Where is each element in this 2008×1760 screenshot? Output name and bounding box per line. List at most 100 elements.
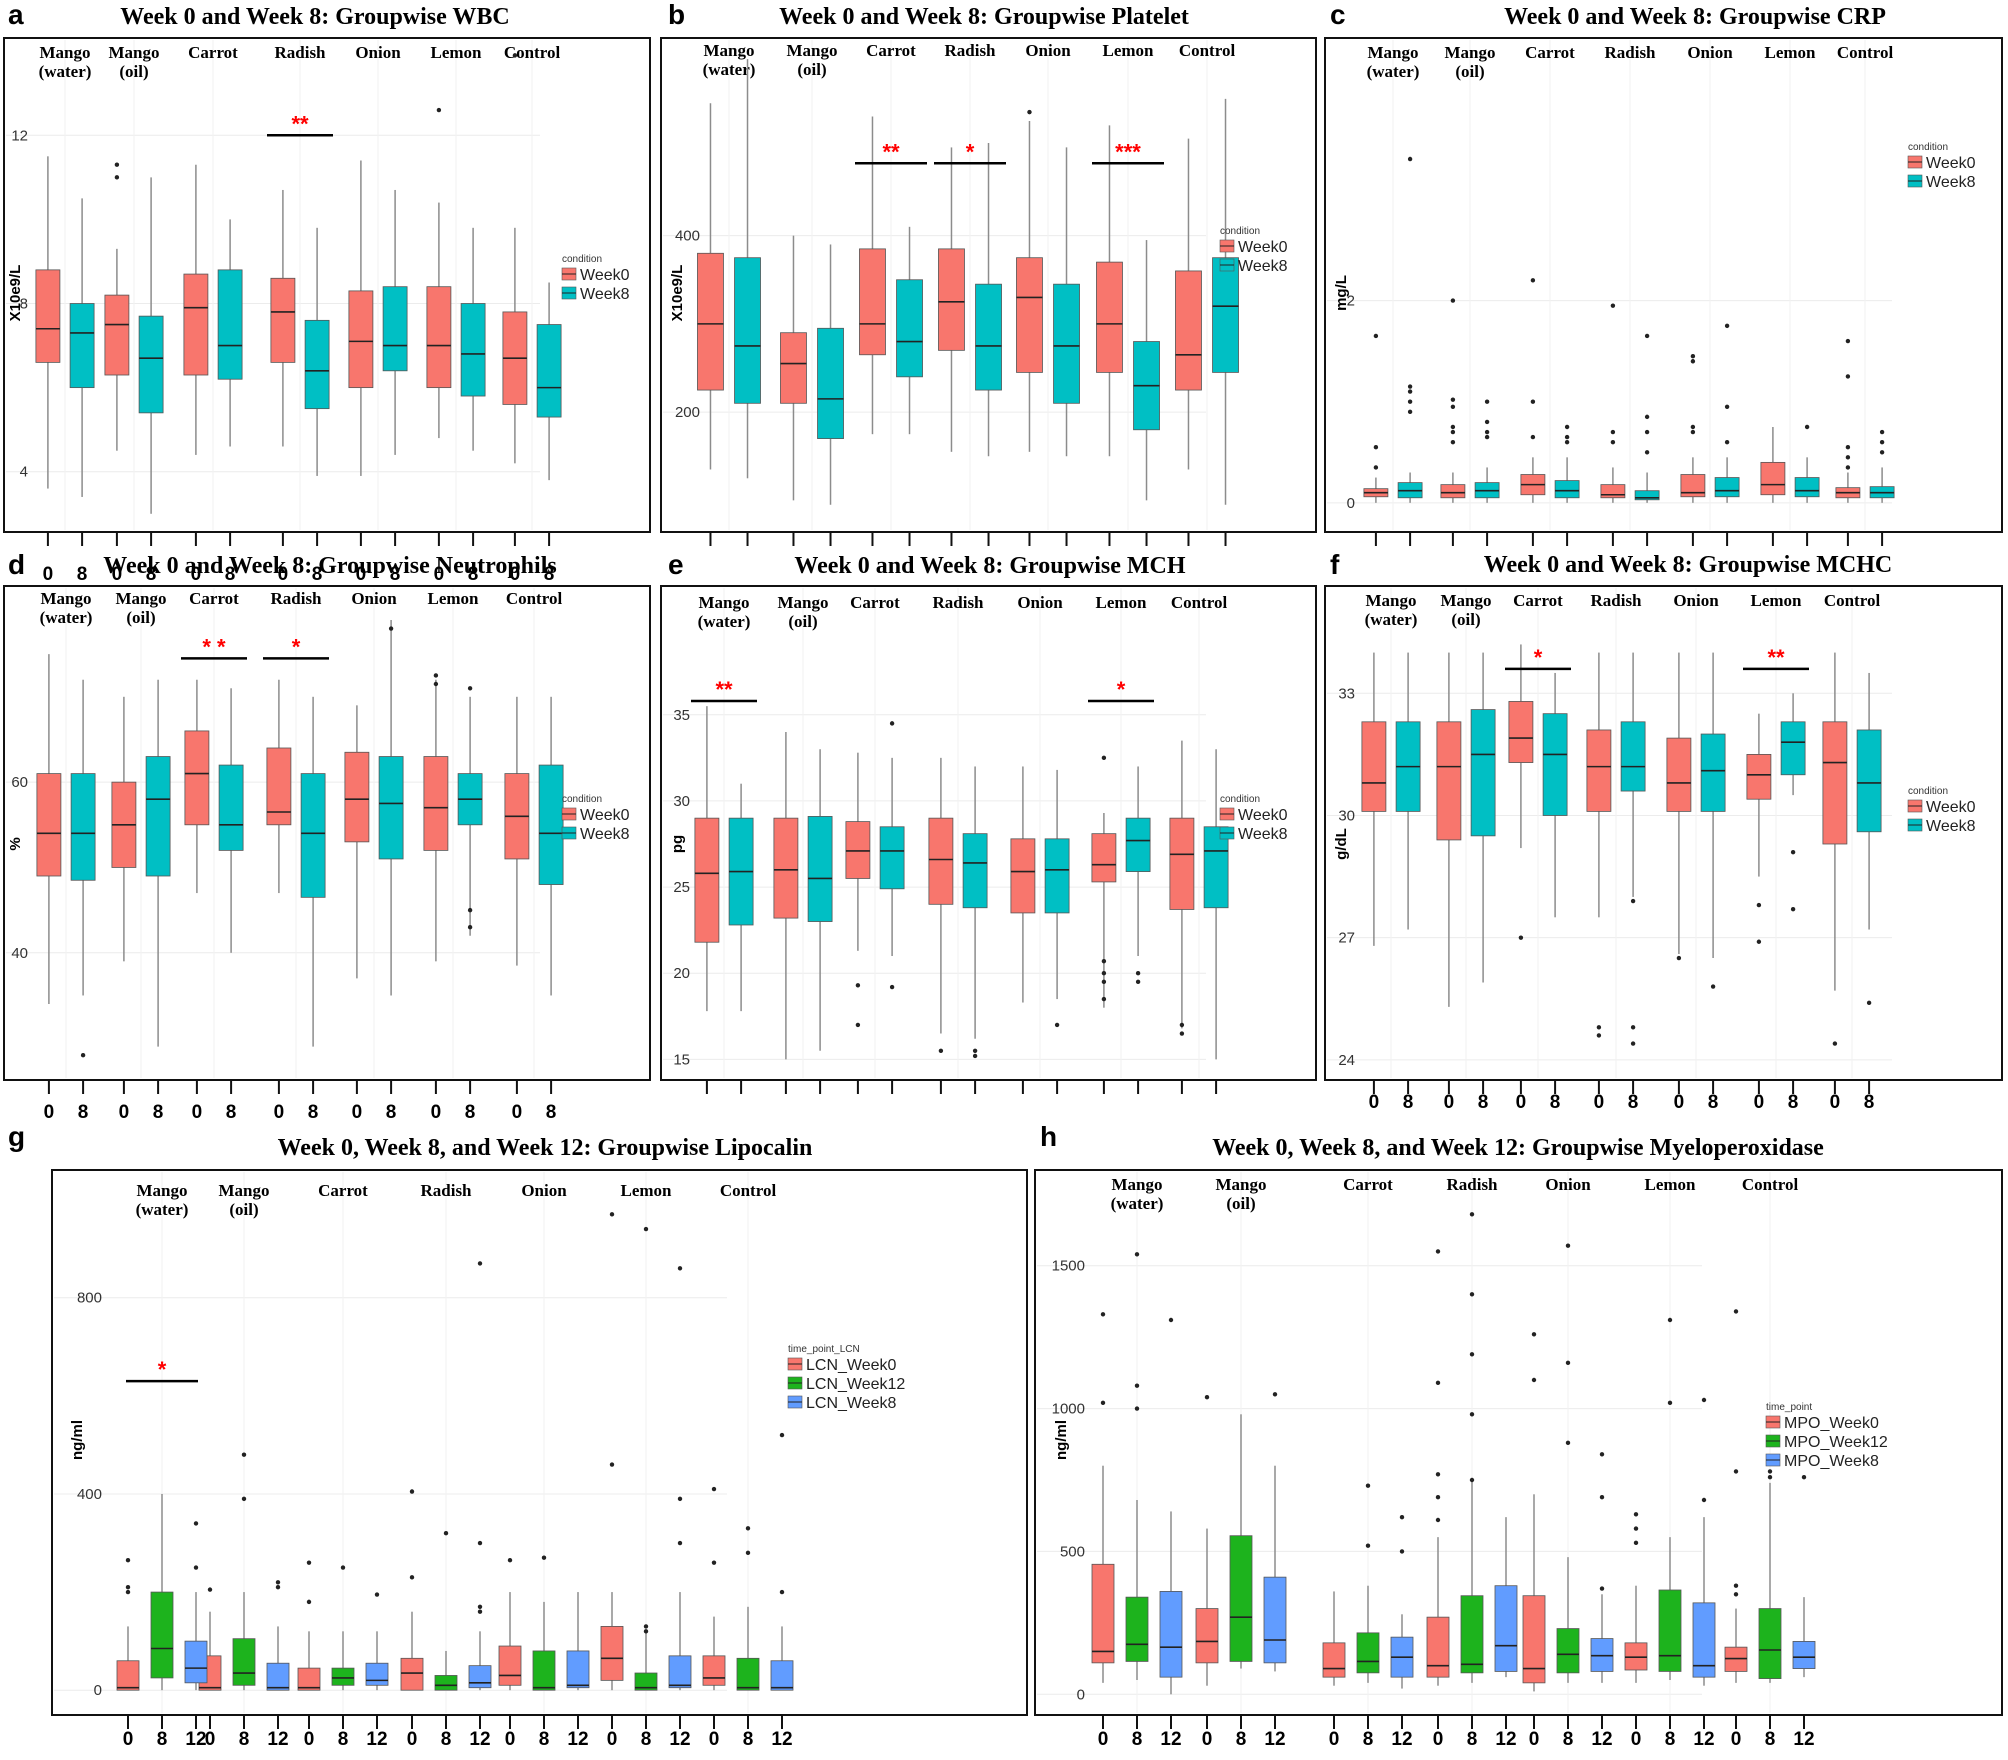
box-lcn-week12-3 — [434, 1531, 458, 1691]
box-week0-6 — [502, 53, 528, 464]
group-label-1: Mango (oil) — [219, 1181, 270, 1219]
y-tick-label: 4 — [20, 464, 28, 481]
outlier-point — [1599, 1494, 1605, 1500]
outlier-point — [1435, 1380, 1441, 1386]
outlier-point — [1484, 419, 1490, 425]
group-label-line: (water) — [698, 612, 751, 631]
group-label-line: Mango — [1441, 591, 1492, 610]
legend: condition Week0 Week8 — [561, 254, 630, 303]
outlier-point — [1767, 1474, 1773, 1480]
outlier-point — [1530, 278, 1536, 283]
box-week8-1 — [1470, 652, 1496, 983]
box-iqr — [1263, 1576, 1287, 1664]
box-mpo-week12-1 — [1229, 1414, 1253, 1669]
outlier-point — [1435, 1249, 1441, 1254]
box-week8-4 — [1700, 652, 1726, 989]
legend: condition Week0 Week8 — [1219, 226, 1288, 275]
x-tick-label: 12 — [1160, 1729, 1181, 1750]
outlier-point — [1667, 1400, 1673, 1406]
x-tick-label: 0 — [1830, 1092, 1841, 1113]
box-lcn-week8-5 — [668, 1266, 692, 1691]
outlier-point — [306, 1599, 312, 1605]
y-tick-label: 0 — [1077, 1686, 1085, 1703]
box-week8-0 — [734, 59, 761, 479]
group-label-6: Control — [504, 43, 561, 62]
group-label-3: Radish — [1446, 1175, 1498, 1194]
group-label-line: Mango — [109, 43, 160, 62]
group-label-4: Onion — [351, 589, 397, 608]
outlier-point — [1435, 1472, 1441, 1477]
group-label-4: Onion — [1017, 593, 1063, 612]
x-tick-label: 12 — [1693, 1729, 1714, 1750]
outlier-point — [1599, 1452, 1605, 1457]
significance-label: *** — [1115, 139, 1141, 164]
x-tick-label: 8 — [1788, 1092, 1799, 1113]
box-iqr — [1044, 838, 1070, 914]
outlier-point — [779, 1589, 785, 1595]
y-axis-label: pg — [669, 835, 686, 853]
group-label-line: Mango — [1112, 1175, 1163, 1194]
significance-label: * — [292, 634, 301, 659]
outlier-point — [745, 1550, 751, 1556]
x-tick-label: 8 — [1467, 1729, 1478, 1750]
box-iqr — [736, 1657, 760, 1691]
x-tick-label: 8 — [1563, 1729, 1574, 1750]
panel-title: Week 0, Week 8, and Week 12: Groupwise M… — [1212, 1135, 1824, 1161]
box-mpo-week8-2 — [1390, 1514, 1414, 1689]
box-iqr — [266, 1662, 290, 1691]
y-axis-label: X10e9/L — [669, 265, 686, 322]
significance-label: * — [1534, 645, 1543, 670]
outlier-point — [609, 1212, 615, 1217]
box-iqr — [498, 1645, 522, 1686]
x-tick-label: 8 — [78, 1102, 89, 1123]
outlier-point — [889, 984, 895, 990]
outlier-point — [1630, 1025, 1636, 1030]
outlier-point — [1518, 935, 1524, 940]
group-label-5: Lemon — [621, 1181, 673, 1200]
box-week0-4 — [1666, 652, 1692, 961]
outlier-point — [1100, 1400, 1106, 1406]
box-iqr — [1322, 1642, 1346, 1678]
outlier-point — [1469, 1412, 1475, 1417]
outlier-point — [1101, 755, 1107, 761]
outlier-point — [1399, 1514, 1405, 1520]
outlier-point — [1101, 996, 1107, 1002]
x-tick-label: 0 — [1098, 1729, 1109, 1750]
box-iqr — [35, 269, 61, 363]
x-tick-label: 8 — [390, 564, 401, 585]
panel-label: a — [8, 0, 24, 30]
outlier-point — [1845, 455, 1851, 460]
box-week0-0 — [35, 156, 61, 489]
outlier-point — [1373, 333, 1379, 339]
box-iqr — [734, 257, 761, 404]
outlier-point — [467, 907, 473, 913]
group-label-line: Mango — [1366, 591, 1417, 610]
outlier-point — [477, 1604, 483, 1609]
outlier-point — [1101, 958, 1107, 964]
outlier-point — [1469, 1212, 1475, 1217]
box-week0-5 — [1746, 713, 1772, 944]
box-week0-2 — [859, 116, 886, 435]
outlier-point — [1272, 1392, 1278, 1397]
x-tick-label: 8 — [1628, 1092, 1639, 1113]
x-tick-label: 0 — [44, 1102, 55, 1123]
box-iqr — [423, 756, 449, 851]
outlier-point — [677, 1540, 683, 1546]
box-week0-2 — [184, 679, 210, 894]
box-iqr — [400, 1657, 424, 1691]
outlier-point — [477, 1261, 483, 1266]
outlier-point — [1407, 156, 1413, 162]
group-label-0: Mango (water) — [1367, 43, 1420, 81]
box-week8-2 — [896, 226, 923, 435]
outlier-point — [609, 1462, 615, 1467]
box-week0-5 — [1096, 125, 1123, 457]
outlier-point — [1484, 399, 1490, 404]
box-iqr — [1508, 701, 1534, 763]
outlier-point — [1756, 902, 1762, 908]
panel-frame — [3, 37, 651, 533]
x-tick-label: 8 — [1864, 1092, 1875, 1113]
outlier-point — [855, 983, 861, 988]
box-mpo-week12-0 — [1125, 1252, 1149, 1680]
outlier-point — [1027, 109, 1032, 115]
outlier-point — [467, 925, 473, 930]
